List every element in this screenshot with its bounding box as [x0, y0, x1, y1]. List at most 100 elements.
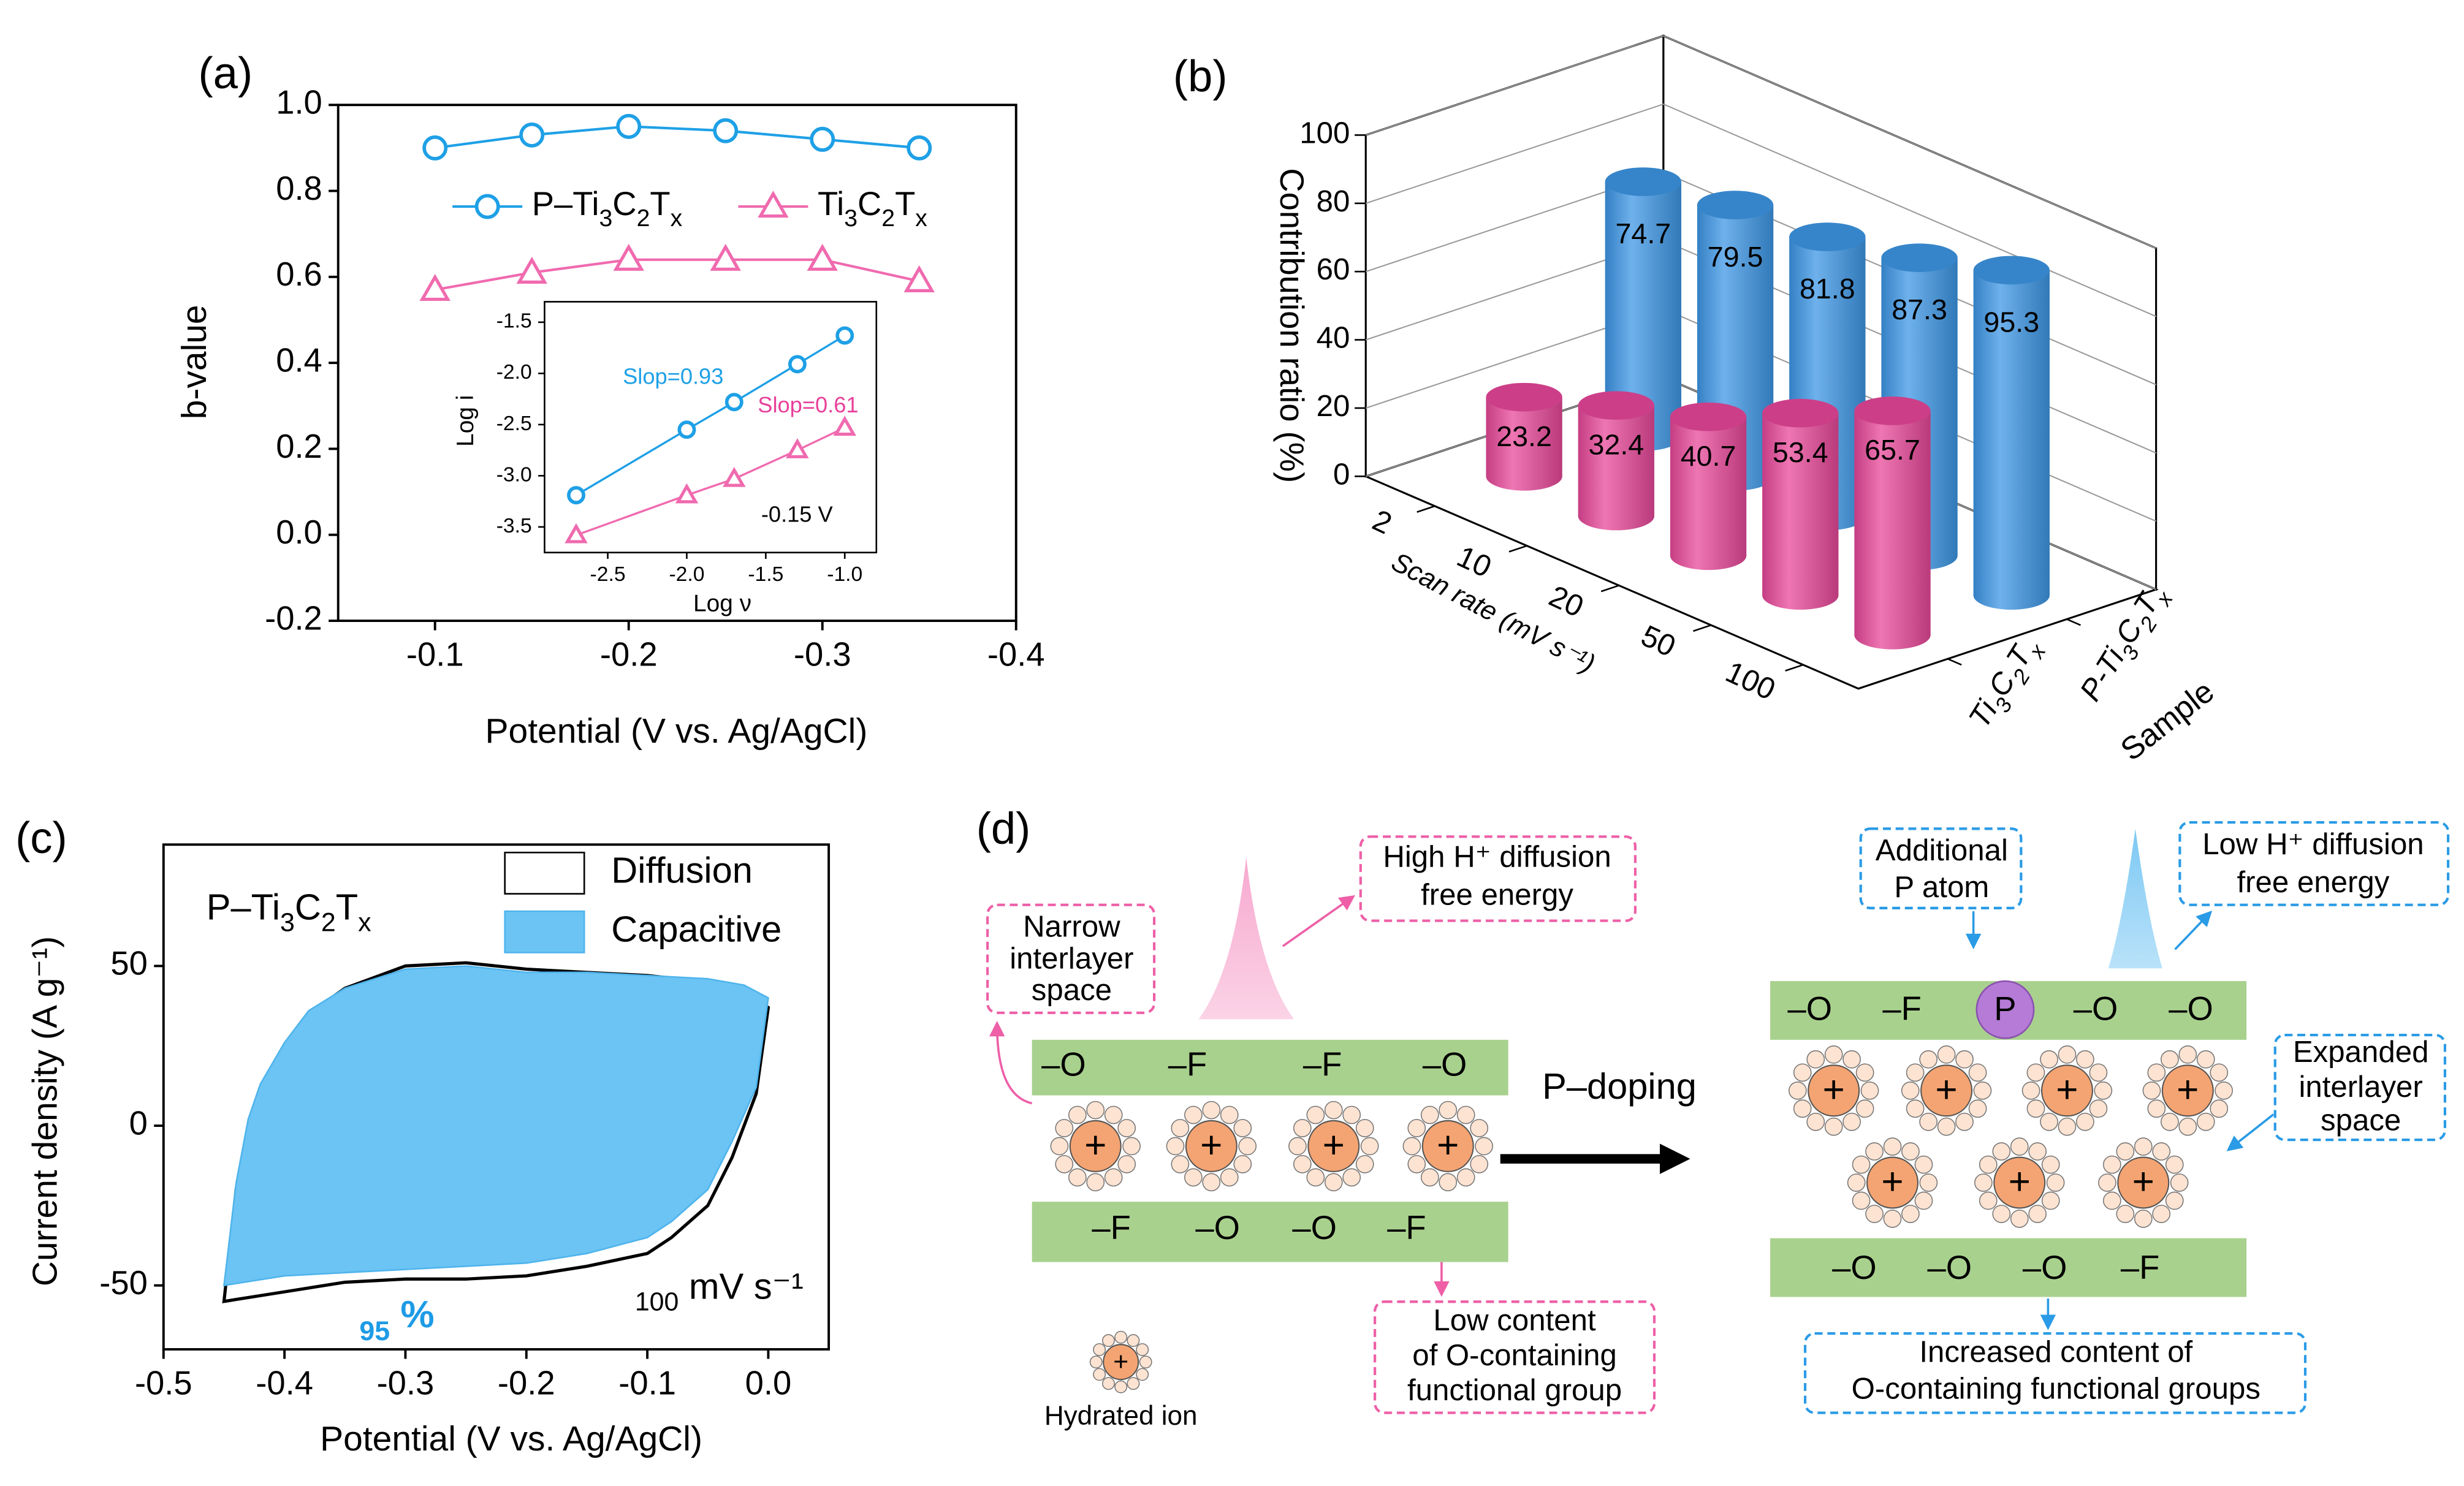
water-shell — [1136, 1368, 1149, 1381]
x-tick-label: -0.3 — [794, 635, 851, 673]
ion-core — [1808, 1064, 1860, 1117]
water-shell — [2165, 1155, 2184, 1174]
text-part: C — [612, 185, 636, 222]
water-shell — [2041, 1155, 2060, 1174]
water-shell — [2076, 1112, 2094, 1131]
x-tick-label: -2.0 — [669, 563, 704, 586]
water-shell — [1068, 1168, 1087, 1187]
text-part: P–Ti — [532, 185, 599, 222]
water-shell — [2116, 1142, 2135, 1161]
water-shell — [1117, 1154, 1136, 1173]
ion-core — [1069, 1120, 1122, 1172]
callout-text: functional group — [1407, 1373, 1622, 1407]
water-shell — [1068, 1105, 1087, 1124]
y-tick-label: -2.5 — [496, 412, 532, 435]
bar-top — [1881, 243, 1958, 272]
water-shell — [1901, 1205, 1920, 1223]
grid-line — [1365, 35, 2157, 249]
x-tick-label: 0.0 — [745, 1364, 792, 1401]
data-label: 65.7 — [1865, 434, 1920, 466]
water-shell — [2178, 1117, 2197, 1136]
marker-triangle — [807, 243, 838, 271]
y-tick-label: -2.0 — [496, 361, 532, 384]
text-part: P–Ti — [207, 886, 280, 927]
annotation: 95 % — [359, 1294, 434, 1346]
x-tick-label: 20 — [1544, 579, 1589, 624]
hydrated-ion: + — [2098, 1137, 2189, 1228]
p-atom — [1975, 980, 2035, 1039]
ion-sign: + — [1323, 1124, 1345, 1166]
callout-text: interlayer — [2299, 1070, 2422, 1104]
water-shell — [2040, 1050, 2058, 1069]
layer — [1032, 1202, 1508, 1262]
callout-text: Low content — [1433, 1303, 1596, 1337]
water-shell — [1806, 1050, 1825, 1069]
data-label: 53.4 — [1773, 436, 1828, 468]
water-shell — [1093, 1343, 1106, 1356]
subscript: 2 — [321, 908, 336, 938]
water-shell — [1293, 1119, 1312, 1137]
marker-triangle — [516, 256, 547, 284]
x-tick-label: -0.4 — [987, 635, 1045, 673]
water-shell — [1171, 1154, 1190, 1173]
legend-swatch — [504, 851, 585, 895]
text-part: Ti — [818, 185, 844, 222]
water-shell — [1050, 1137, 1069, 1156]
water-shell — [1937, 1117, 1956, 1136]
water-shell — [2147, 1099, 2166, 1118]
water-shell — [1086, 1101, 1105, 1120]
water-shell — [1974, 1173, 1993, 1192]
text-part: mV s⁻¹ — [679, 1265, 804, 1306]
x-tick-label: -0.2 — [600, 635, 658, 673]
water-shell — [2152, 1142, 2171, 1161]
water-shell — [2178, 1045, 2197, 1064]
x-tick — [1600, 585, 1619, 593]
water-shell — [1324, 1101, 1343, 1120]
bar — [1578, 391, 1654, 531]
panel-label: (d) — [976, 804, 1031, 854]
water-shell — [1184, 1168, 1203, 1187]
subscript: 100 — [635, 1287, 679, 1317]
group-label: –O — [1041, 1045, 1086, 1083]
p-atom-label: P — [1994, 990, 2016, 1028]
marker-triangle — [565, 523, 588, 544]
marker-circle — [713, 118, 739, 143]
callout-box — [2273, 1034, 2446, 1142]
x-tick-label: -0.1 — [618, 1364, 676, 1401]
water-shell — [1901, 1081, 1920, 1100]
subscript: 3 — [280, 908, 295, 938]
hydrated-ion: + — [1788, 1045, 1879, 1136]
bar-body — [1762, 413, 1839, 596]
water-shell — [1114, 1330, 1128, 1344]
water-shell — [2028, 1142, 2047, 1161]
water-shell — [1906, 1063, 1925, 1082]
water-shell — [1220, 1168, 1239, 1187]
x-tick — [1416, 505, 1435, 513]
callout-box — [2178, 821, 2450, 906]
subscript: x — [915, 205, 927, 232]
water-shell — [2041, 1191, 2060, 1210]
water-shell — [1955, 1050, 1974, 1069]
series-area — [222, 965, 769, 1287]
ion-core — [2117, 1156, 2170, 1209]
water-shell — [1914, 1155, 1933, 1174]
group-label: –O — [1195, 1209, 1240, 1246]
bar-top — [1789, 222, 1866, 251]
y-tick-label: -3.0 — [496, 463, 532, 486]
water-shell — [2098, 1173, 2116, 1192]
text-part: T — [336, 886, 358, 927]
water-shell — [2026, 1099, 2045, 1118]
bar-top — [1854, 396, 1931, 425]
water-shell — [1086, 1173, 1105, 1192]
water-shell — [1101, 1334, 1115, 1348]
series-line — [435, 258, 920, 291]
hydrated-ion: + — [1974, 1137, 2065, 1228]
water-shell — [2102, 1191, 2121, 1210]
water-shell — [1914, 1191, 1933, 1210]
panel-label: (c) — [15, 813, 67, 863]
ion-sign: + — [1113, 1348, 1128, 1377]
data-label: 95.3 — [1983, 306, 2039, 338]
y-tick — [2066, 618, 2081, 626]
callout-text: Expanded — [2293, 1035, 2429, 1069]
hydrated-ion: + — [1166, 1101, 1257, 1192]
